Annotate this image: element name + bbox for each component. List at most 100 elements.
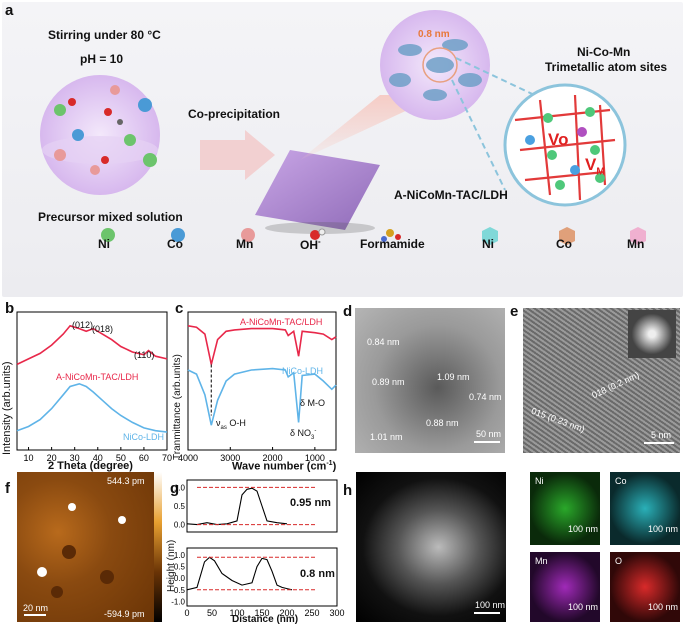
y-tick-label: 1.0: [174, 551, 186, 560]
afm-max-label: 544.3 pm: [107, 476, 145, 486]
series-line-1: [16, 324, 168, 366]
fft-inset: [628, 310, 676, 358]
x-tick-label: 2000: [263, 453, 283, 463]
co-map-label: Co: [615, 476, 627, 486]
height-ylabel: Height (nm): [166, 539, 177, 592]
o-map: [610, 552, 680, 622]
x-tick-label: 150: [254, 608, 269, 618]
legend-co: Co: [167, 237, 183, 251]
co-polyhedron-icon: [559, 227, 575, 245]
ftir-series1-label: A-NiCoMn-TAC/LDH: [240, 317, 323, 327]
panel-label-d: d: [343, 303, 353, 320]
product-label: A-NiCoMn-TAC/LDH: [394, 188, 508, 202]
ldh-sheet: [255, 150, 380, 230]
x-tick-label: 50: [116, 453, 126, 463]
y-tick-label: 0.5: [174, 563, 186, 572]
height-label-2: 0.8 nm: [300, 568, 335, 580]
afm-image: [17, 472, 154, 622]
series-line-2: [187, 367, 337, 426]
afm-features: [37, 503, 126, 598]
oh-stretch-label: νas O-H: [216, 418, 246, 431]
panel-label-h: h: [343, 482, 353, 499]
ni-polyhedron-icon: [482, 227, 498, 245]
fringe-label-5: 1.01 nm: [370, 432, 403, 442]
o-map-scale: 100 nm: [648, 602, 679, 612]
mo-bend-label: δ M-O: [300, 398, 326, 408]
height-profile-chart: 1.0 0.5 0.0 1.0 0.5 0.0 -0.5 -1.0 0 50 100 150 200 25…: [171, 479, 345, 618]
mn-map-scale: 100 nm: [568, 602, 599, 612]
sites-title-line2: Trimetallic atom sites: [545, 60, 668, 74]
xrd-ylabel: Intensity (arb.units): [1, 361, 13, 455]
peak-018-label: (018): [92, 324, 114, 334]
x-tick-label: 50: [207, 608, 217, 618]
plot-frame: [187, 311, 337, 451]
co-map: [610, 472, 680, 545]
afm-scale-bar: [24, 614, 46, 616]
ni-map: [530, 472, 600, 545]
size-label: 0.8 nm: [418, 29, 450, 40]
ftir-ylabel: Tranmittance (arb.units): [172, 354, 183, 460]
x-tick-label: 200: [279, 608, 294, 618]
x-tick-label: 3000: [220, 453, 240, 463]
tem-scale-bar: [474, 441, 500, 443]
profile-line-2: [186, 556, 293, 591]
tem-scale-label: 50 nm: [476, 429, 502, 439]
process-label: Co-precipitation: [188, 107, 280, 121]
hrtem-scale-label: 5 nm: [651, 430, 672, 440]
legend-oh: OH-: [300, 237, 321, 252]
fringe-label-1: 0.84 nm: [367, 337, 400, 347]
y-tick-label: 1.0: [174, 483, 186, 492]
plot-frame: [16, 311, 168, 451]
precursor-label: Precursor mixed solution: [38, 210, 183, 224]
y-tick-label: 0.0: [174, 521, 186, 530]
haadf-scale-bar: [474, 612, 500, 614]
profile-frame: [186, 479, 338, 533]
hrtem-scale-bar: [644, 442, 674, 444]
y-tick-label: -0.5: [171, 586, 185, 595]
afm-scale-label: 20 nm: [23, 603, 49, 613]
x-tick-label: 0: [184, 608, 189, 618]
legend-icons: [101, 227, 646, 245]
formamide-icon: [381, 229, 401, 242]
legend-mn: Mn: [236, 237, 254, 251]
legend-formamide: Formamide: [360, 237, 425, 251]
x-tick-label: 60: [139, 453, 149, 463]
ni-map-label: Ni: [535, 476, 544, 486]
series-line-1: [187, 325, 337, 365]
fringe-label-2: 0.89 nm: [372, 377, 405, 387]
metal-vacancy-label: VM: [585, 155, 605, 178]
ni-icon: [101, 228, 115, 242]
condition-ph: pH = 10: [80, 52, 124, 66]
y-tick-label: 0.5: [174, 502, 186, 511]
haadf-scale-label: 100 nm: [475, 600, 506, 610]
panel-label-c: c: [175, 300, 184, 317]
schematic-illustration: [40, 10, 627, 234]
ni-map-scale: 100 nm: [568, 524, 599, 534]
condition-temperature: Stirring under 80 °C: [48, 28, 161, 42]
xrd-series1-label: A-NiCoMn-TAC/LDH: [56, 372, 139, 382]
x-tick-label: 250: [304, 608, 319, 618]
panel-label-a: a: [5, 2, 14, 19]
mn-icon: [241, 228, 255, 242]
ftir-xlabel: Wave number (cm-1): [232, 460, 337, 473]
hydroxide-icon: [310, 230, 320, 240]
sites-title-line1: Ni-Co-Mn: [577, 45, 631, 59]
y-tick-label: -1.0: [171, 597, 185, 606]
peak-110-label: (110): [134, 350, 155, 360]
legend-ni: Ni: [98, 237, 110, 251]
legend-co-polyhedron: Co: [556, 237, 572, 251]
x-tick-label: 70: [162, 453, 172, 463]
panel-label-g: g: [170, 480, 180, 497]
oxygen-vacancy-label: Vo: [548, 130, 569, 149]
afm-min-label: -594.9 pm: [104, 609, 145, 619]
xrd-series2-label: NiCo-LDH: [123, 432, 165, 442]
profile-frame: [186, 547, 338, 607]
legend-ni-polyhedron: Ni: [482, 237, 494, 251]
profile-line-1: [186, 487, 288, 526]
series-line-2: [16, 382, 168, 433]
height-xlabel: Distance (nm): [232, 614, 299, 625]
co-map-scale: 100 nm: [648, 524, 679, 534]
fringe-label-4: 0.74 nm: [469, 392, 502, 402]
process-arrow: [200, 130, 275, 180]
x-tick-label: 40: [93, 453, 103, 463]
